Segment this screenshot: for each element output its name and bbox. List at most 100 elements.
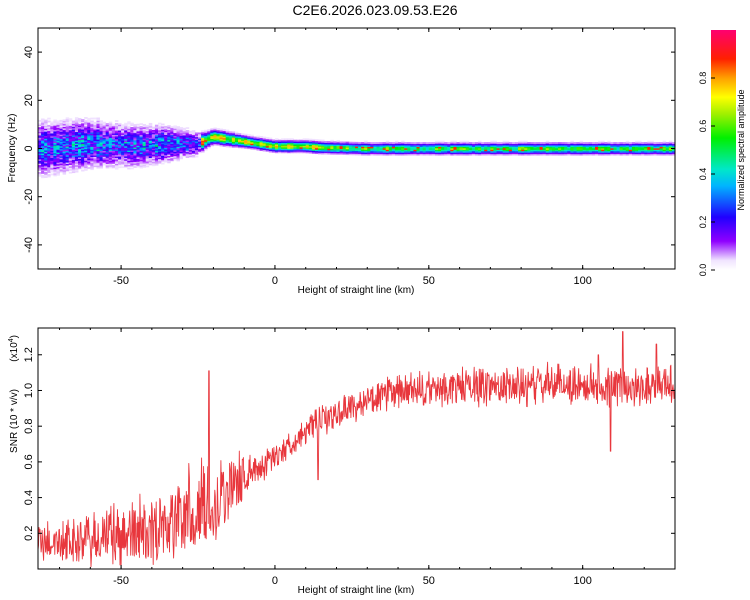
heatmap-cell bbox=[133, 125, 137, 128]
heatmap-cell bbox=[59, 141, 64, 144]
heatmap-cell bbox=[136, 144, 140, 146]
heatmap-cell bbox=[93, 150, 97, 153]
heatmap-cell bbox=[450, 153, 454, 156]
heatmap-cell bbox=[201, 146, 205, 149]
heatmap-cell bbox=[182, 153, 187, 156]
heatmap-cell bbox=[653, 147, 657, 150]
heatmap-cell bbox=[136, 123, 140, 126]
heatmap-cell bbox=[93, 117, 97, 120]
heatmap-cell bbox=[554, 143, 559, 146]
heatmap-cell bbox=[576, 146, 581, 149]
snr-x-label: Height of straight line (km) bbox=[298, 585, 415, 596]
heatmap-cell bbox=[145, 165, 150, 168]
heatmap-cell bbox=[62, 128, 67, 130]
heatmap-cell bbox=[548, 149, 553, 152]
heatmap-cell bbox=[631, 145, 636, 147]
heatmap-cell bbox=[68, 150, 73, 152]
heatmap-cell bbox=[210, 144, 214, 147]
heatmap-cell bbox=[622, 146, 627, 149]
heatmap-cell bbox=[179, 128, 184, 131]
heatmap-cell bbox=[53, 159, 57, 162]
heatmap-cell bbox=[262, 136, 267, 139]
heatmap-cell bbox=[38, 145, 42, 148]
heatmap-cell bbox=[444, 149, 448, 152]
heatmap-cell bbox=[142, 163, 147, 165]
heatmap-cell bbox=[148, 160, 153, 163]
heatmap-cell bbox=[41, 170, 45, 173]
heatmap-cell bbox=[416, 149, 420, 152]
heatmap-cell bbox=[121, 141, 125, 144]
heatmap-cell bbox=[105, 137, 110, 140]
heatmap-cell bbox=[198, 144, 202, 146]
heatmap-cell bbox=[114, 151, 119, 154]
heatmap-cell bbox=[124, 148, 128, 151]
heatmap-cell bbox=[105, 133, 110, 136]
heatmap-cell bbox=[370, 150, 374, 153]
heatmap-cell bbox=[161, 155, 165, 158]
heatmap-cell bbox=[296, 142, 300, 145]
heatmap-cell bbox=[81, 130, 85, 133]
heatmap-cell bbox=[53, 136, 57, 139]
heatmap-cell bbox=[41, 121, 45, 124]
heatmap-cell bbox=[601, 142, 605, 145]
heatmap-cell bbox=[56, 159, 60, 162]
heatmap-cell bbox=[238, 143, 242, 146]
heatmap-cell bbox=[398, 149, 402, 152]
heatmap-cell bbox=[47, 145, 51, 148]
heatmap-cell bbox=[118, 140, 122, 143]
heatmap-cell bbox=[84, 124, 88, 127]
heatmap-cell bbox=[56, 152, 60, 155]
heatmap-cell bbox=[539, 149, 544, 152]
heatmap-cell bbox=[84, 151, 88, 154]
heatmap-cell bbox=[222, 139, 227, 142]
heatmap-cell bbox=[234, 144, 239, 147]
heatmap-cell bbox=[87, 149, 91, 152]
heatmap-cell bbox=[38, 167, 42, 170]
heatmap-cell bbox=[84, 150, 88, 153]
heatmap-cell bbox=[78, 147, 82, 149]
heatmap-cell bbox=[68, 128, 73, 131]
heatmap-cell bbox=[265, 137, 270, 139]
heatmap-cell bbox=[136, 158, 140, 161]
heatmap-cell bbox=[545, 152, 550, 155]
heatmap-cell bbox=[121, 143, 125, 145]
heatmap-cell bbox=[99, 146, 104, 149]
heatmap-cell bbox=[462, 146, 467, 149]
heatmap-cell bbox=[225, 144, 230, 146]
heatmap-cell bbox=[434, 150, 439, 153]
heatmap-cell bbox=[44, 121, 48, 123]
heatmap-cell bbox=[413, 152, 417, 155]
heatmap-cell bbox=[111, 141, 116, 144]
heatmap-cell bbox=[78, 123, 82, 126]
heatmap-cell bbox=[638, 147, 642, 150]
heatmap-cell bbox=[471, 152, 476, 155]
heatmap-cell bbox=[367, 149, 371, 152]
heatmap-cell bbox=[635, 146, 639, 149]
heatmap-cell bbox=[250, 144, 254, 147]
heatmap-cell bbox=[130, 150, 134, 152]
heatmap-cell bbox=[216, 135, 220, 138]
heatmap-cell bbox=[102, 136, 107, 139]
heatmap-cell bbox=[41, 138, 45, 141]
heatmap-cell bbox=[108, 131, 113, 134]
heatmap-cell bbox=[198, 135, 202, 138]
heatmap-cell bbox=[234, 143, 239, 146]
heatmap-cell bbox=[145, 143, 150, 146]
heatmap-cell bbox=[173, 144, 177, 147]
heatmap-cell bbox=[391, 145, 396, 147]
heatmap-cell bbox=[139, 136, 144, 139]
heatmap-cell bbox=[53, 144, 57, 146]
heatmap-cell bbox=[133, 154, 137, 157]
heatmap-cell bbox=[124, 161, 128, 164]
heatmap-cell bbox=[441, 150, 445, 153]
heatmap-cell bbox=[231, 132, 236, 135]
heatmap-cell bbox=[379, 150, 384, 153]
heatmap-cell bbox=[173, 139, 177, 142]
heatmap-cell bbox=[373, 145, 377, 147]
heatmap-cell bbox=[434, 145, 439, 147]
heatmap-cell bbox=[74, 170, 79, 173]
heatmap-cell bbox=[299, 145, 304, 148]
heatmap-cell bbox=[99, 162, 104, 165]
heatmap-cell bbox=[84, 127, 88, 129]
heatmap-cell bbox=[161, 140, 165, 143]
